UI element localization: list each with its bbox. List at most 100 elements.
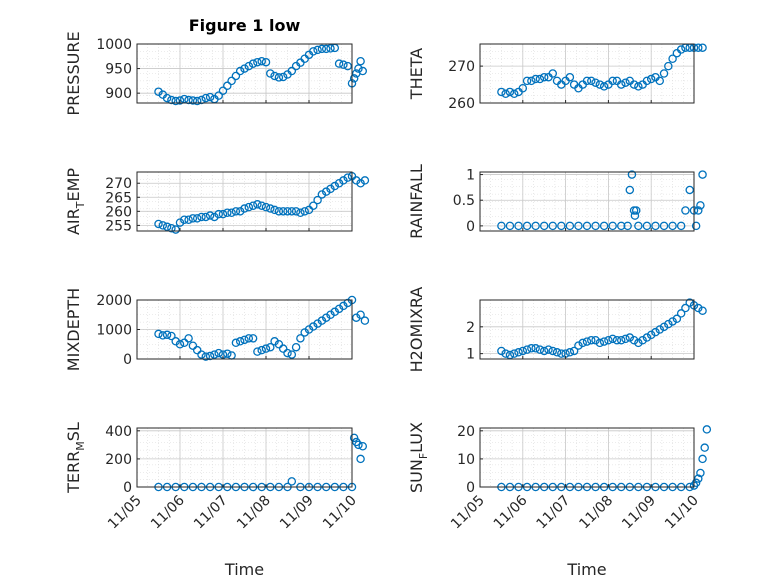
- plot-area: [480, 428, 694, 487]
- data-point: [634, 338, 643, 348]
- data-point: [167, 331, 176, 341]
- data-point: [253, 200, 262, 209]
- data-point: [240, 204, 249, 213]
- data-point: [334, 59, 344, 68]
- data-point: [501, 89, 510, 99]
- data-point: [497, 87, 506, 97]
- data-point: [257, 56, 266, 66]
- data-point: [646, 74, 656, 84]
- data-point: [582, 337, 592, 346]
- data-point: [356, 454, 365, 464]
- data-point: [244, 61, 254, 71]
- data-point: [655, 325, 665, 334]
- y-axis-label: THETA: [407, 48, 426, 100]
- data-point: [595, 338, 605, 348]
- data-point: [184, 215, 193, 225]
- data-point: [188, 341, 198, 350]
- data-point: [659, 221, 669, 231]
- data-point: [629, 80, 639, 89]
- data-point: [214, 348, 223, 358]
- data-point: [197, 212, 206, 222]
- y-axis-label: MIXDEPTH: [64, 288, 83, 371]
- data-point: [531, 221, 540, 231]
- data-point: [283, 348, 292, 358]
- y-tick-label: 2: [466, 320, 475, 336]
- x-tick-label: 11/05: [448, 493, 488, 533]
- data-point: [595, 80, 605, 89]
- data-point: [557, 349, 566, 358]
- data-point: [698, 454, 707, 464]
- data-point: [642, 76, 652, 86]
- data-point: [539, 72, 549, 82]
- data-point: [197, 350, 206, 359]
- data-point: [599, 221, 609, 231]
- data-point: [630, 211, 640, 220]
- data-point: [509, 89, 519, 99]
- data-point: [321, 187, 331, 196]
- x-tick-label: 11/08: [576, 493, 616, 533]
- axes-box: [479, 299, 695, 360]
- data-point: [313, 195, 322, 205]
- y-tick-label: 270: [448, 59, 475, 75]
- data-point: [548, 69, 558, 78]
- data-point: [591, 335, 600, 345]
- x-tick-label: 11/08: [234, 493, 274, 533]
- data-point: [192, 345, 202, 355]
- data-point: [266, 342, 275, 352]
- data-point: [629, 335, 639, 345]
- data-point: [184, 95, 193, 105]
- data-point: [696, 468, 705, 478]
- data-point: [668, 317, 677, 326]
- data-point: [339, 60, 348, 69]
- data-point: [201, 352, 211, 361]
- data-point: [668, 221, 677, 231]
- x-tick-label: 11/06: [491, 492, 531, 532]
- data-point: [552, 348, 562, 357]
- data-point: [668, 54, 677, 64]
- data-point: [544, 345, 553, 354]
- data-point: [270, 71, 279, 81]
- data-point: [527, 76, 536, 86]
- data-point: [685, 298, 694, 307]
- y-tick-label: 400: [105, 424, 132, 440]
- data-point: [664, 319, 673, 329]
- data-point: [694, 474, 703, 483]
- data-point: [158, 221, 168, 230]
- data-point: [651, 327, 660, 337]
- data-point: [591, 221, 600, 231]
- axes-box: [136, 427, 353, 488]
- subplot-2: 260 270 THETA: [407, 43, 707, 112]
- data-point: [702, 425, 712, 434]
- subplot-1: 900 950 1000 PRESSURE: [64, 31, 367, 116]
- data-point: [291, 207, 301, 216]
- data-point: [557, 221, 566, 231]
- data-point: [676, 309, 686, 318]
- data-point: [700, 443, 709, 452]
- data-point: [244, 334, 254, 343]
- data-point: [582, 76, 592, 86]
- data-point: [218, 209, 228, 219]
- data-point: [274, 207, 284, 216]
- data-point: [343, 61, 352, 71]
- data-point: [642, 221, 652, 231]
- data-point: [356, 178, 365, 188]
- y-axis-label: TERRMSL: [64, 422, 87, 494]
- data-point: [358, 66, 367, 76]
- data-point: [691, 221, 701, 231]
- data-point: [339, 176, 348, 185]
- y-tick-label: 0: [466, 219, 475, 235]
- data-point: [162, 330, 172, 340]
- data-point: [360, 316, 370, 325]
- data-point: [326, 184, 335, 194]
- data-point: [522, 76, 532, 86]
- plot-area: [137, 172, 352, 231]
- y-axis-label-main: PRESSURE: [64, 31, 83, 115]
- data-point: [685, 185, 694, 195]
- data-point: [235, 66, 245, 76]
- x-tick-label: 11/06: [148, 492, 188, 532]
- data-point: [578, 338, 587, 348]
- data-point: [681, 206, 690, 215]
- data-point: [223, 349, 232, 358]
- data-point: [625, 333, 635, 342]
- data-point: [326, 44, 335, 53]
